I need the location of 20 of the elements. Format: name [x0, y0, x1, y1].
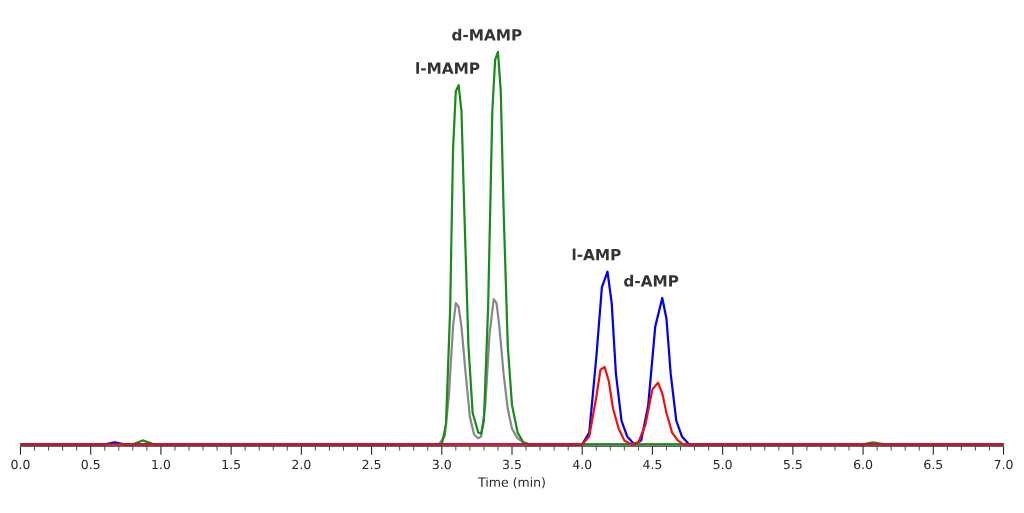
x-tick-label: 6.0 [854, 459, 873, 470]
x-tick-label: 0.5 [81, 459, 100, 470]
x-tick-label: 0.0 [11, 459, 30, 470]
x-tick-label: 2.5 [362, 459, 381, 470]
x-tick-label: 7.0 [994, 459, 1013, 470]
x-tick-label: 2.0 [292, 459, 311, 470]
x-tick-label: 1.0 [152, 459, 171, 470]
annotation: d-MAMP [452, 28, 522, 41]
x-tick-label: 1.5 [222, 459, 240, 470]
x-tick-label: 6.5 [924, 459, 943, 470]
annotation: l-AMP [572, 248, 621, 261]
x-tick-label: 3.5 [503, 459, 521, 470]
x-tick-label: 5.0 [713, 459, 732, 470]
x-tick-label: 5.5 [783, 459, 802, 470]
x-axis-title: Time (min) [478, 477, 545, 489]
annotation: d-AMP [624, 274, 679, 287]
x-tick-label: 4.0 [572, 459, 592, 470]
x-tick-label: 3.0 [432, 459, 451, 470]
x-tick-label: 4.5 [643, 459, 662, 470]
annotation: l-MAMP [416, 62, 480, 74]
